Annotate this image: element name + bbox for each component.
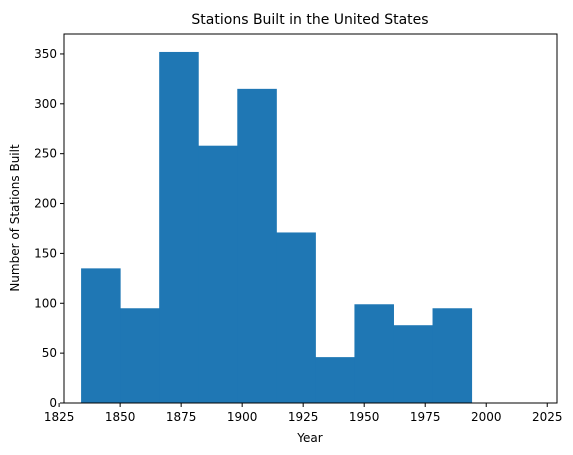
plot-frame <box>63 33 558 404</box>
y-axis-ticks: 0 50 100 150 200 250 300 350 <box>34 47 64 410</box>
bars-group <box>81 51 473 403</box>
histogram-bar-2 <box>120 308 160 403</box>
histogram-bar-10 <box>432 308 473 403</box>
histogram-bar-6 <box>276 232 316 403</box>
histogram-bar-9 <box>393 325 434 403</box>
y-tick-label: 350 <box>34 47 57 61</box>
histogram-bar-3 <box>159 51 199 403</box>
x-tick-label: 1975 <box>410 410 441 424</box>
histogram-bar-8 <box>354 304 394 403</box>
x-tick-label: 1850 <box>105 410 136 424</box>
x-tick-label: 1925 <box>288 410 319 424</box>
x-tick-label: 2000 <box>471 410 502 424</box>
x-tick-label: 1900 <box>227 410 258 424</box>
x-tick-label: 2025 <box>532 410 563 424</box>
y-tick-label: 300 <box>34 97 57 111</box>
y-tick-label: 200 <box>34 197 57 211</box>
y-tick-label: 100 <box>34 296 57 310</box>
y-tick-label: 250 <box>34 147 57 161</box>
histogram-bar-7 <box>315 357 355 403</box>
y-tick-label: 150 <box>34 246 57 260</box>
x-tick-label: 1825 <box>44 410 75 424</box>
chart-title: Stations Built in the United States <box>191 12 428 28</box>
y-tick-label: 50 <box>42 346 57 360</box>
y-axis-label: Number of Stations Built <box>8 144 22 292</box>
histogram-bar-5 <box>237 88 277 403</box>
x-tick-label: 1875 <box>166 410 197 424</box>
histogram-bar-1 <box>81 268 121 403</box>
x-axis-label: Year <box>296 431 322 445</box>
y-tick-label: 0 <box>49 396 57 410</box>
histogram-bar-4 <box>198 145 238 403</box>
x-axis-ticks: 1825 1850 1875 1900 1925 1950 1975 2000 2025 <box>44 403 563 424</box>
x-tick-label: 1950 <box>349 410 380 424</box>
